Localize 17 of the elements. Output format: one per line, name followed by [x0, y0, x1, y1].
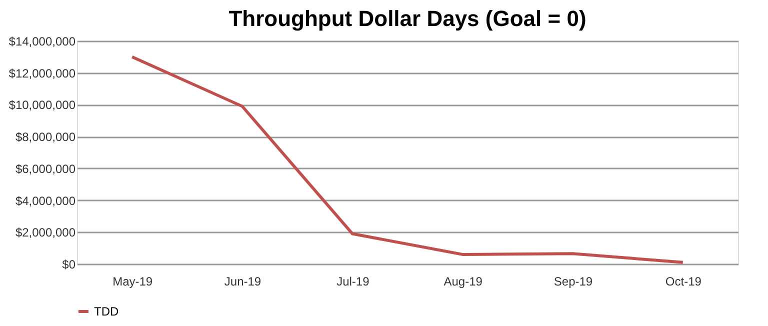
y-tick-label: $12,000,000: [8, 66, 76, 80]
y-tick-label: $0: [62, 258, 76, 272]
legend-label: TDD: [94, 304, 119, 318]
y-tick-label: $2,000,000: [15, 226, 76, 240]
x-tick-label: Jun-19: [224, 274, 262, 288]
x-tick-label: Aug-19: [444, 274, 483, 288]
y-tick-label: $14,000,000: [8, 34, 76, 48]
x-tick-label: May-19: [112, 274, 153, 288]
x-tick-label: Sep-19: [554, 274, 593, 288]
y-tick-label: $6,000,000: [15, 162, 76, 176]
y-tick-label: $8,000,000: [15, 130, 76, 144]
y-tick-label: $10,000,000: [8, 98, 76, 112]
x-tick-label: Jul-19: [336, 274, 370, 288]
line-series: [130, 55, 684, 264]
chart-title: Throughput Dollar Days (Goal = 0): [228, 6, 586, 31]
x-tick-label: Oct-19: [665, 274, 702, 288]
y-tick-label: $4,000,000: [15, 194, 76, 208]
